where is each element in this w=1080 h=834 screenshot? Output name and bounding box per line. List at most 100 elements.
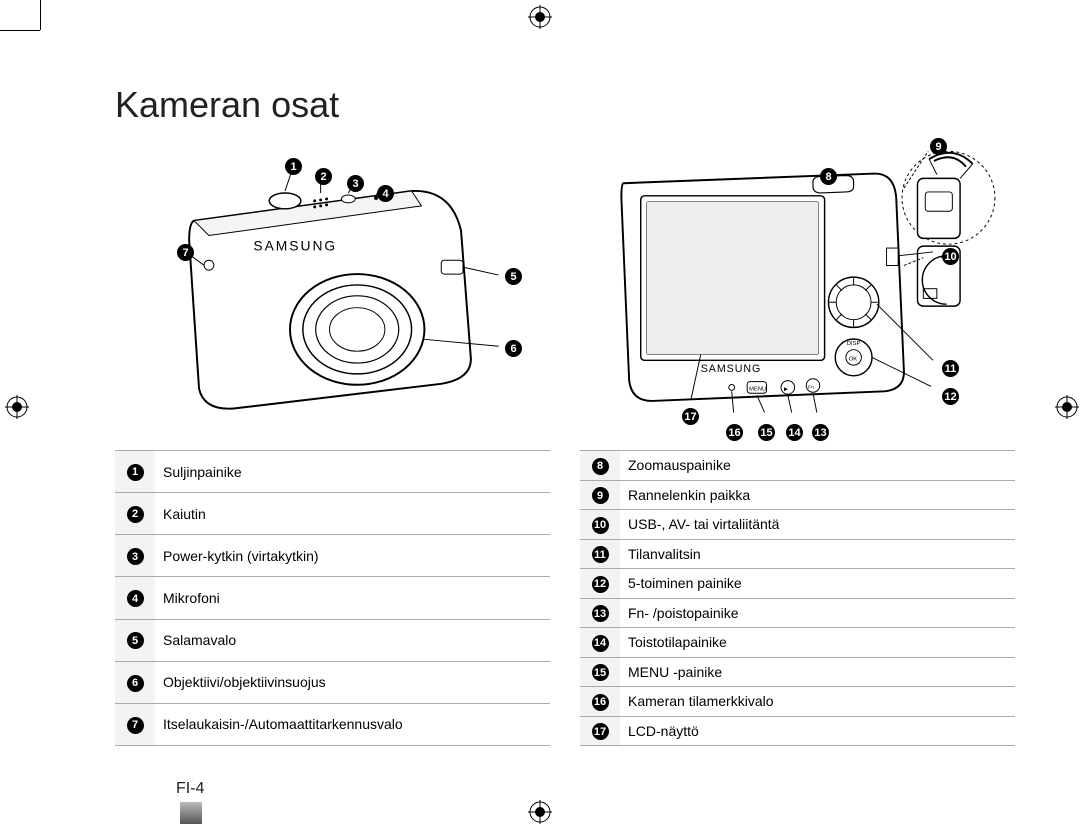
- number-badge: 4: [127, 590, 144, 607]
- table-row: 6 Objektiivi/objektiivinsuojus: [115, 661, 550, 703]
- row-label-cell: Objektiivi/objektiivinsuojus: [155, 661, 550, 703]
- table-row: 8 Zoomauspainike: [580, 451, 1015, 481]
- tables-row: 1 Suljinpainike 2 Kaiutin 3 Power-kytkin (vir…: [115, 450, 1015, 746]
- row-label-cell: Rannelenkin paikka: [620, 480, 1015, 510]
- table-row: 7 Itselaukaisin-/Automaattitarkennusvalo: [115, 703, 550, 745]
- svg-text:SAMSUNG: SAMSUNG: [701, 363, 762, 375]
- figures-row: SAMSUNG: [115, 130, 1015, 450]
- page-number: FI-4: [176, 780, 204, 798]
- callout-badge: 3: [347, 175, 364, 192]
- number-badge: 11: [592, 546, 609, 563]
- callout-badge: 6: [505, 340, 522, 357]
- number-badge: 2: [127, 506, 144, 523]
- page-number-bar: [180, 802, 202, 824]
- table-row: 3 Power-kytkin (virtakytkin): [115, 535, 550, 577]
- row-label-cell: Toistotilapainike: [620, 628, 1015, 658]
- table-row: 4 Mikrofoni: [115, 577, 550, 619]
- row-number-cell: 2: [115, 493, 155, 535]
- callout-badge: 17: [682, 408, 699, 425]
- row-number-cell: 10: [580, 510, 620, 540]
- callout-badge: 9: [930, 138, 947, 155]
- svg-text:DISP: DISP: [847, 341, 861, 347]
- callout-badge: 11: [942, 360, 959, 377]
- row-label-cell: MENU -painike: [620, 657, 1015, 687]
- svg-text:▶: ▶: [784, 386, 788, 392]
- row-label-cell: Mikrofoni: [155, 577, 550, 619]
- number-badge: 17: [592, 723, 609, 740]
- number-badge: 3: [127, 548, 144, 565]
- row-label-cell: USB-, AV- tai virtaliitäntä: [620, 510, 1015, 540]
- svg-text:MENU: MENU: [749, 386, 766, 392]
- number-badge: 13: [592, 605, 609, 622]
- camera-back-figure: SAMSUNG DISP OK: [580, 130, 1015, 450]
- parts-table-right: 8 Zoomauspainike 9 Rannelenkin paikka 10 USB-…: [580, 450, 1015, 746]
- row-label-cell: 5-toiminen painike: [620, 569, 1015, 599]
- table-row: 125-toiminen painike: [580, 569, 1015, 599]
- registration-mark-left: [5, 395, 29, 419]
- table-row: 16 Kameran tilamerkkivalo: [580, 687, 1015, 717]
- row-label-cell: LCD-näyttö: [620, 716, 1015, 746]
- row-number-cell: 9: [580, 480, 620, 510]
- number-badge: 1: [127, 464, 144, 481]
- row-label-cell: Kaiutin: [155, 493, 550, 535]
- row-number-cell: 15: [580, 657, 620, 687]
- number-badge: 8: [592, 458, 609, 475]
- number-badge: 7: [127, 717, 144, 734]
- table-row: 1 Suljinpainike: [115, 451, 550, 493]
- number-badge: 9: [592, 487, 609, 504]
- table-row: 15MENU -painike: [580, 657, 1015, 687]
- row-number-cell: 14: [580, 628, 620, 658]
- callout-badge: 15: [758, 424, 775, 441]
- row-label-cell: Salamavalo: [155, 619, 550, 661]
- camera-front-illustration: SAMSUNG: [115, 130, 550, 430]
- row-label-cell: Fn- /poistopainike: [620, 598, 1015, 628]
- row-number-cell: 5: [115, 619, 155, 661]
- row-number-cell: 1: [115, 451, 155, 493]
- table-row: 5 Salamavalo: [115, 619, 550, 661]
- table-row: 14 Toistotilapainike: [580, 628, 1015, 658]
- registration-mark-right: [1055, 395, 1079, 419]
- callout-badge: 12: [942, 388, 959, 405]
- callout-badge: 1: [285, 158, 302, 175]
- table-row: 13 Fn- /poistopainike: [580, 598, 1015, 628]
- row-number-cell: 16: [580, 687, 620, 717]
- row-number-cell: 3: [115, 535, 155, 577]
- callout-badge: 10: [942, 248, 959, 265]
- row-number-cell: 7: [115, 703, 155, 745]
- svg-text:Fn: Fn: [808, 384, 814, 390]
- camera-back-illustration: SAMSUNG DISP OK: [580, 130, 1015, 430]
- row-number-cell: 17: [580, 716, 620, 746]
- row-number-cell: 8: [580, 451, 620, 481]
- callout-badge: 5: [505, 268, 522, 285]
- brand-text: SAMSUNG: [253, 237, 337, 253]
- crop-mark: [40, 0, 42, 30]
- row-label-cell: Itselaukaisin-/Automaattitarkennusvalo: [155, 703, 550, 745]
- row-number-cell: 11: [580, 539, 620, 569]
- number-badge: 5: [127, 632, 144, 649]
- table-row: 11Tilanvalitsin: [580, 539, 1015, 569]
- row-label-cell: Zoomauspainike: [620, 451, 1015, 481]
- callout-badge: 13: [812, 424, 829, 441]
- row-number-cell: 4: [115, 577, 155, 619]
- svg-text:OK: OK: [849, 356, 858, 362]
- callout-badge: 7: [177, 244, 194, 261]
- page-title: Kameran osat: [115, 84, 339, 126]
- table-row: 9 Rannelenkin paikka: [580, 480, 1015, 510]
- number-badge: 10: [592, 517, 609, 534]
- parts-table-left: 1 Suljinpainike 2 Kaiutin 3 Power-kytkin (vir…: [115, 450, 550, 746]
- table-row: 17 LCD-näyttö: [580, 716, 1015, 746]
- camera-front-figure: SAMSUNG: [115, 130, 550, 450]
- row-number-cell: 12: [580, 569, 620, 599]
- row-label-cell: Power-kytkin (virtakytkin): [155, 535, 550, 577]
- table-row: 2 Kaiutin: [115, 493, 550, 535]
- row-label-cell: Suljinpainike: [155, 451, 550, 493]
- callout-badge: 14: [786, 424, 803, 441]
- callout-badge: 4: [377, 185, 394, 202]
- number-badge: 16: [592, 694, 609, 711]
- callout-badge: 16: [726, 424, 743, 441]
- number-badge: 14: [592, 635, 609, 652]
- callout-badge: 8: [820, 168, 837, 185]
- number-badge: 6: [127, 675, 144, 692]
- row-label-cell: Kameran tilamerkkivalo: [620, 687, 1015, 717]
- crop-mark: [0, 30, 40, 32]
